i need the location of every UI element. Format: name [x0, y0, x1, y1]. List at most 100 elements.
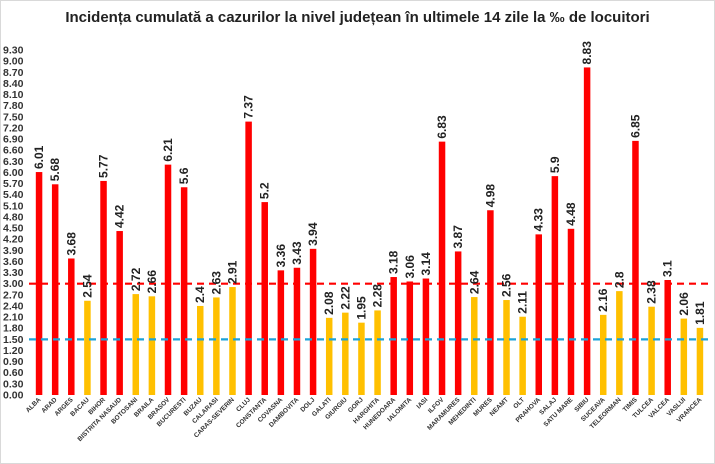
y-tick-label: 8.10 — [3, 89, 24, 101]
data-label: 4.42 — [113, 204, 127, 228]
data-label: 2.66 — [145, 270, 159, 294]
bar-dambovita — [293, 267, 301, 395]
data-label: 5.2 — [258, 182, 272, 199]
data-label: 4.98 — [483, 184, 497, 208]
data-label: 2.8 — [612, 271, 626, 288]
data-label: 2.63 — [209, 271, 223, 295]
bar-vrancea — [696, 327, 704, 395]
data-label: 3.14 — [419, 252, 433, 276]
y-tick-label: 3.00 — [3, 278, 24, 290]
threshold-lines — [29, 282, 708, 341]
data-label: 5.6 — [177, 167, 191, 184]
x-tick-label: ALBA — [25, 396, 43, 414]
data-label: 2.16 — [596, 288, 610, 312]
value-labels: 6.015.68 3.68 2.54 5.77 4.42 2.72 2.66 6.215.6 2… — [32, 41, 707, 325]
y-tick-label: 2.40 — [3, 300, 24, 312]
y-tick-label: 6.30 — [3, 156, 24, 168]
data-label: 1.81 — [693, 301, 707, 325]
data-label: 5.9 — [548, 156, 562, 173]
y-tick-label: 1.50 — [3, 334, 24, 346]
y-tick-label: 0.60 — [3, 367, 24, 379]
bar-bacau — [84, 300, 91, 395]
y-tick-label: 4.80 — [3, 211, 24, 223]
data-label: 5.68 — [48, 158, 62, 182]
data-label: 3.68 — [64, 232, 78, 256]
data-label: 2.54 — [80, 274, 94, 298]
bar-salaj — [551, 176, 559, 395]
chart-title: Incidența cumulată a cazurilor la nivel … — [65, 9, 650, 26]
bar-arad — [51, 184, 59, 395]
y-tick-label: 4.20 — [3, 234, 24, 246]
bar-arges — [68, 258, 75, 395]
data-label: 2.72 — [129, 267, 143, 291]
data-label: 5.77 — [97, 154, 111, 178]
bar-iasi — [422, 278, 430, 395]
data-label: 2.28 — [371, 284, 385, 308]
bar-suceava — [599, 314, 607, 395]
data-label: 3.06 — [403, 255, 417, 279]
data-label: 7.37 — [242, 95, 256, 119]
bar-buzau — [197, 305, 204, 395]
bar-ialomita — [406, 281, 414, 395]
bar-caras-severin — [229, 287, 236, 395]
data-label: 8.83 — [580, 41, 594, 65]
y-tick-label: 7.80 — [3, 100, 24, 112]
bar-cluj — [245, 121, 252, 395]
data-label: 2.56 — [500, 273, 514, 297]
bar-giurgiu — [342, 312, 349, 395]
y-tick-label: 3.90 — [3, 245, 24, 257]
y-tick-label: 7.50 — [3, 111, 24, 123]
data-label: 3.43 — [290, 241, 304, 265]
y-tick-label: 2.10 — [3, 312, 24, 324]
data-label: 6.21 — [161, 138, 175, 162]
bar-dolj — [309, 248, 317, 395]
y-tick-label: 4.50 — [3, 223, 24, 235]
data-label: 2.64 — [467, 270, 481, 294]
data-label: 2.08 — [322, 291, 336, 315]
data-label: 3.18 — [387, 250, 401, 274]
data-label: 3.94 — [306, 222, 320, 246]
y-tick-label: 0.30 — [3, 378, 24, 390]
bar-bucuresti — [180, 187, 188, 395]
y-tick-label: 6.90 — [3, 134, 24, 146]
bar-harghita — [374, 310, 381, 395]
bar-hunedoara — [390, 277, 397, 395]
bar-mehedinti — [471, 297, 478, 395]
bar-gorj — [358, 322, 365, 395]
y-tick-label: 3.30 — [3, 267, 24, 279]
y-axis: 0.000.300.600.901.201.501.802.102.402.70… — [3, 45, 24, 402]
y-tick-label: 5.10 — [3, 200, 24, 212]
data-label: 3.87 — [451, 225, 465, 249]
y-tick-label: 3.60 — [3, 256, 24, 268]
y-tick-label: 9.30 — [3, 45, 24, 57]
bars-group — [35, 67, 704, 395]
bar-ilfov — [438, 141, 446, 395]
bar-calarasi — [213, 297, 220, 395]
y-tick-label: 8.40 — [3, 78, 24, 90]
bar-valcea — [664, 280, 671, 395]
y-tick-label: 2.70 — [3, 289, 24, 301]
data-label: 2.91 — [225, 260, 239, 284]
data-label: 2.06 — [677, 292, 691, 316]
bar-sibiu — [583, 67, 591, 395]
data-label: 2.38 — [645, 280, 659, 304]
bar-tulcea — [648, 306, 655, 395]
y-tick-label: 7.20 — [3, 122, 24, 134]
y-tick-label: 0.00 — [3, 390, 24, 402]
data-label: 2.4 — [193, 286, 207, 303]
bar-mures — [487, 210, 494, 395]
bar-braila — [148, 296, 156, 395]
y-tick-label: 1.20 — [3, 345, 24, 357]
bar-timis — [632, 140, 639, 395]
bar-constanta — [261, 202, 268, 395]
bar-bihor — [100, 180, 107, 395]
bar-bistrita-nasaud — [116, 231, 123, 395]
y-tick-label: 9.00 — [3, 56, 24, 68]
data-label: 6.83 — [435, 115, 449, 139]
bar-satu-mare — [567, 228, 575, 395]
data-label: 4.33 — [532, 208, 546, 232]
bar-teleorman — [616, 291, 623, 395]
